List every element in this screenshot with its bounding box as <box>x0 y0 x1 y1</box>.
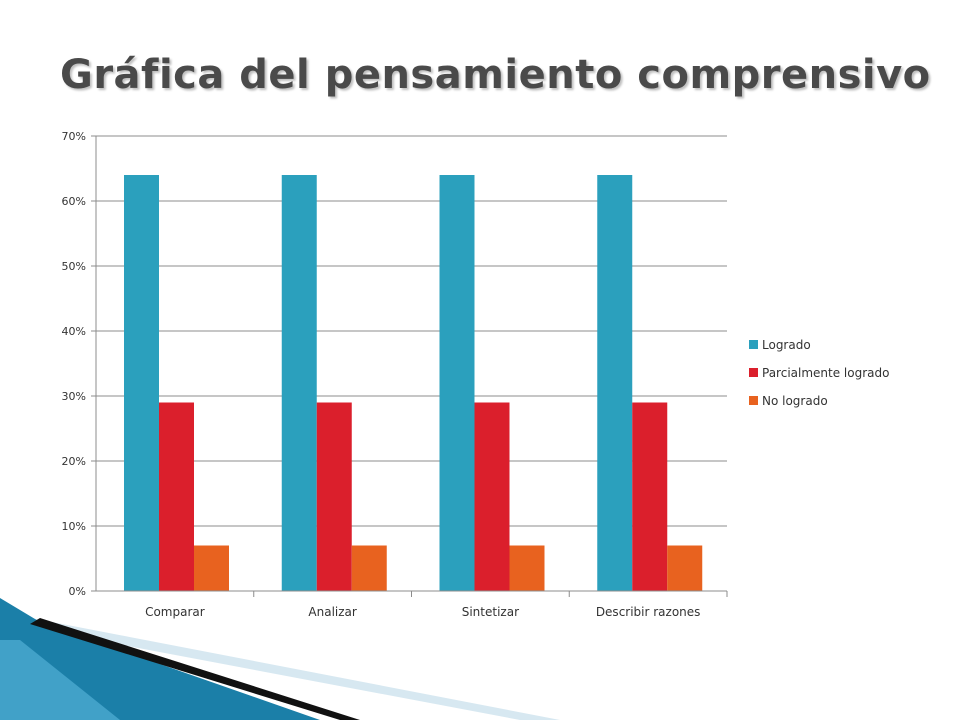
bar-logrado <box>281 175 317 591</box>
x-category-label: Comparar <box>145 605 205 619</box>
x-category-label: Describir razones <box>596 605 701 619</box>
bars <box>124 175 703 591</box>
bar-logrado <box>597 175 633 591</box>
bar-no-logrado <box>351 545 387 591</box>
y-tick-label: 20% <box>62 455 86 468</box>
bar-parcialmente-logrado <box>474 402 510 591</box>
axes: 0% 10% 20% 30% 40% 50% 60% 70% Comparar Analizar S… <box>62 130 728 619</box>
y-tick-label: 0% <box>69 585 86 598</box>
x-category-label: Sintetizar <box>462 605 519 619</box>
legend: Logrado Parcialmente logrado No logrado <box>749 338 889 408</box>
bar-parcialmente-logrado <box>159 402 194 591</box>
bar-logrado <box>124 175 159 591</box>
x-category-label: Analizar <box>308 605 356 619</box>
y-tick-label: 30% <box>62 390 86 403</box>
y-tick-label: 10% <box>62 520 86 533</box>
bar-no-logrado <box>194 545 229 591</box>
swoosh-dark-stroke <box>30 618 360 720</box>
legend-swatch <box>749 340 758 349</box>
bar-logrado <box>439 175 475 591</box>
y-tick-label: 70% <box>62 130 86 143</box>
legend-swatch <box>749 396 758 405</box>
bar-no-logrado <box>509 545 545 591</box>
legend-label: Parcialmente logrado <box>762 366 889 380</box>
bar-parcialmente-logrado <box>632 402 668 591</box>
swoosh-light-band <box>0 612 560 720</box>
y-tick-label: 50% <box>62 260 86 273</box>
y-tick-label: 60% <box>62 195 86 208</box>
bar-parcialmente-logrado <box>316 402 352 591</box>
slide-title: Gráfica del pensamiento comprensivo <box>60 52 931 98</box>
legend-label: No logrado <box>762 394 828 408</box>
swoosh-blue-highlight <box>0 640 120 720</box>
y-tick-label: 40% <box>62 325 86 338</box>
bar-no-logrado <box>667 545 703 591</box>
legend-swatch <box>749 368 758 377</box>
legend-label: Logrado <box>762 338 811 352</box>
